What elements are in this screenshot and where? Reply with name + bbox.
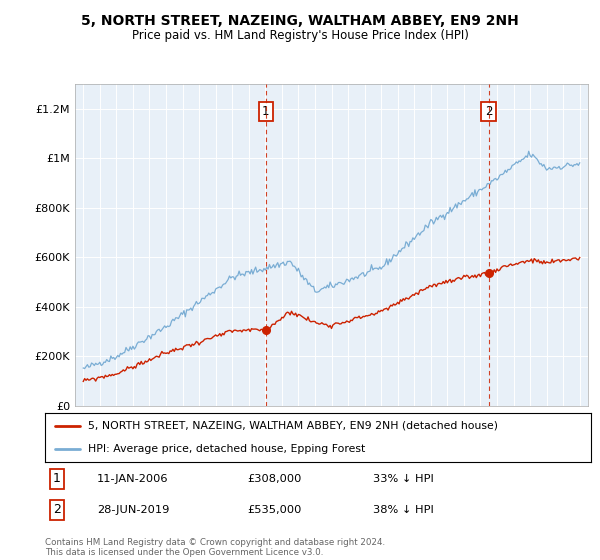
Text: 33% ↓ HPI: 33% ↓ HPI xyxy=(373,474,433,484)
Text: 28-JUN-2019: 28-JUN-2019 xyxy=(97,505,169,515)
Text: £308,000: £308,000 xyxy=(247,474,301,484)
Text: Contains HM Land Registry data © Crown copyright and database right 2024.: Contains HM Land Registry data © Crown c… xyxy=(45,538,385,547)
Text: 2: 2 xyxy=(53,503,61,516)
Text: This data is licensed under the Open Government Licence v3.0.: This data is licensed under the Open Gov… xyxy=(45,548,323,557)
Text: 2: 2 xyxy=(485,105,492,118)
Text: 5, NORTH STREET, NAZEING, WALTHAM ABBEY, EN9 2NH (detached house): 5, NORTH STREET, NAZEING, WALTHAM ABBEY,… xyxy=(88,421,497,431)
Text: HPI: Average price, detached house, Epping Forest: HPI: Average price, detached house, Eppi… xyxy=(88,444,365,454)
Text: 1: 1 xyxy=(53,473,61,486)
Text: Price paid vs. HM Land Registry's House Price Index (HPI): Price paid vs. HM Land Registry's House … xyxy=(131,29,469,42)
Text: 38% ↓ HPI: 38% ↓ HPI xyxy=(373,505,433,515)
Text: 5, NORTH STREET, NAZEING, WALTHAM ABBEY, EN9 2NH: 5, NORTH STREET, NAZEING, WALTHAM ABBEY,… xyxy=(81,14,519,28)
Text: 1: 1 xyxy=(262,105,269,118)
Text: £535,000: £535,000 xyxy=(247,505,301,515)
Text: 11-JAN-2006: 11-JAN-2006 xyxy=(97,474,169,484)
